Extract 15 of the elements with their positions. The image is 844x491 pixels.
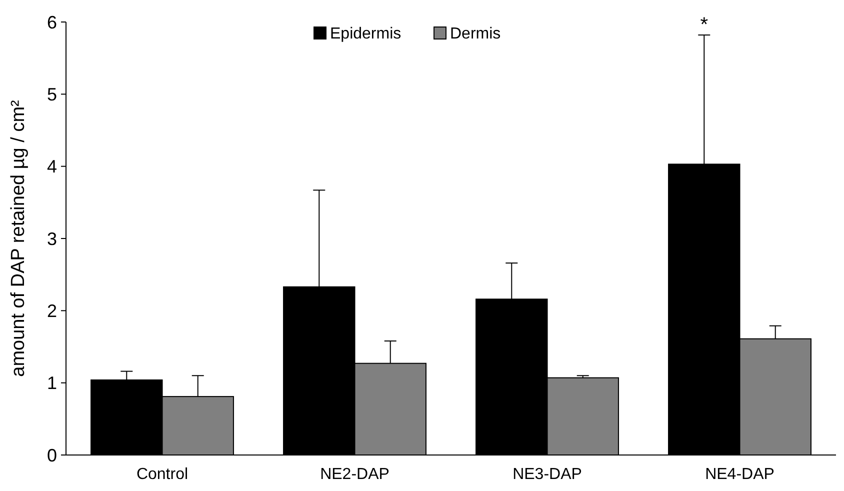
y-tick-label: 3 <box>46 228 57 249</box>
y-tick-label: 0 <box>46 445 57 466</box>
y-tick-label: 2 <box>46 300 57 321</box>
annotation: * <box>700 14 708 36</box>
legend-label: Epidermis <box>330 26 402 43</box>
x-tick-label: NE2-DAP <box>320 466 390 483</box>
x-tick-label: Control <box>136 466 188 483</box>
y-tick-label: 1 <box>46 373 57 394</box>
y-axis-title: amount of DAP retained µg / cm² <box>8 100 29 377</box>
legend-label: Dermis <box>450 26 501 43</box>
y-tick-label: 5 <box>46 84 57 104</box>
x-tick-label: NE4-DAP <box>705 466 774 483</box>
x-tick-label: NE3-DAP <box>512 466 582 483</box>
y-tick-label: 6 <box>46 12 57 32</box>
y-tick-label: 4 <box>46 156 57 177</box>
